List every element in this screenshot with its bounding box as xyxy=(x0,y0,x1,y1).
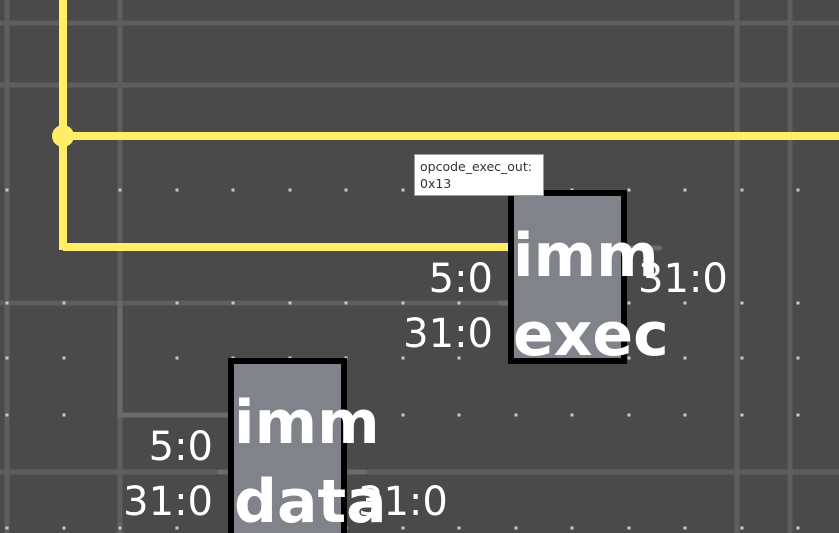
grid-dot xyxy=(344,301,348,305)
tooltip-signal-name: opcode_exec_out: xyxy=(420,159,532,174)
grid-dot xyxy=(231,188,235,192)
grid-dot xyxy=(118,188,122,192)
grid-dot xyxy=(5,356,9,360)
bus-junction-dot xyxy=(52,125,74,147)
grid-dot xyxy=(62,356,66,360)
grid-dot xyxy=(683,356,687,360)
grid-dot xyxy=(401,413,405,417)
grid-dot xyxy=(401,526,405,530)
grid-dot xyxy=(62,526,66,530)
grid-dot xyxy=(627,526,631,530)
imm-data-body[interactable] xyxy=(228,358,347,533)
grid-dot xyxy=(740,188,744,192)
grid-dot xyxy=(231,301,235,305)
grid-dot xyxy=(5,301,9,305)
grid-dot xyxy=(514,413,518,417)
grid-dot xyxy=(175,356,179,360)
grid-dot xyxy=(5,526,9,530)
grid-dot xyxy=(683,301,687,305)
grid-dot xyxy=(5,188,9,192)
imm-exec-output-label: 31:0 xyxy=(638,256,728,302)
grid-dot xyxy=(288,301,292,305)
imm-exec-title-line2: exec xyxy=(513,300,669,370)
grid-dot xyxy=(627,301,631,305)
grid-dot xyxy=(796,188,800,192)
grid-dot xyxy=(62,413,66,417)
component-imm-exec[interactable]: imm exec 5:0 31:0 31:0 xyxy=(403,190,728,370)
grid-dot xyxy=(627,413,631,417)
imm-exec-input-bottom-label: 31:0 xyxy=(403,311,493,357)
grid-dot xyxy=(5,413,9,417)
component-imm-data[interactable]: imm data 5:0 31:0 31:0 xyxy=(123,358,448,533)
grid-dot xyxy=(683,188,687,192)
tooltip-value: 0x13 xyxy=(420,176,452,191)
grid-dot xyxy=(796,526,800,530)
grid-dot xyxy=(796,301,800,305)
grid-dot xyxy=(175,301,179,305)
grid-dot xyxy=(627,188,631,192)
grid-dot xyxy=(62,301,66,305)
imm-data-input-top-label: 5:0 xyxy=(149,424,213,470)
bus-wires xyxy=(59,0,839,251)
grid-dot xyxy=(796,356,800,360)
grid-dot xyxy=(740,356,744,360)
grid-dot xyxy=(457,413,461,417)
imm-data-title-line2: data xyxy=(234,467,387,533)
imm-data-output-label: 31:0 xyxy=(358,479,448,525)
imm-data-title-line1: imm xyxy=(234,388,380,458)
grid-dot xyxy=(683,526,687,530)
grid-dot xyxy=(740,301,744,305)
grid-dot xyxy=(401,356,405,360)
grid-dot xyxy=(514,526,518,530)
imm-exec-body[interactable] xyxy=(508,190,627,364)
grid-dot xyxy=(683,413,687,417)
imm-data-input-bottom-label: 31:0 xyxy=(123,479,213,525)
grid-dot xyxy=(344,188,348,192)
grid-dot xyxy=(740,526,744,530)
signal-tooltip: opcode_exec_out: 0x13 xyxy=(414,154,544,196)
grid-dot xyxy=(175,188,179,192)
grid-dot xyxy=(796,413,800,417)
grid-dot xyxy=(175,526,179,530)
grid-dot xyxy=(457,301,461,305)
grid-dot xyxy=(457,356,461,360)
grid-dot xyxy=(627,356,631,360)
grid-dot xyxy=(570,413,574,417)
wire-to-imm-data-top xyxy=(117,300,238,418)
grid-dot xyxy=(740,413,744,417)
grid-dot xyxy=(570,526,574,530)
grid-dot xyxy=(288,188,292,192)
imm-exec-input-top-label: 5:0 xyxy=(429,256,493,302)
grid-dot xyxy=(457,526,461,530)
grid-dot xyxy=(401,188,405,192)
grid-dot xyxy=(118,526,122,530)
grid-dot xyxy=(401,301,405,305)
imm-exec-title-line1: imm xyxy=(513,221,659,291)
